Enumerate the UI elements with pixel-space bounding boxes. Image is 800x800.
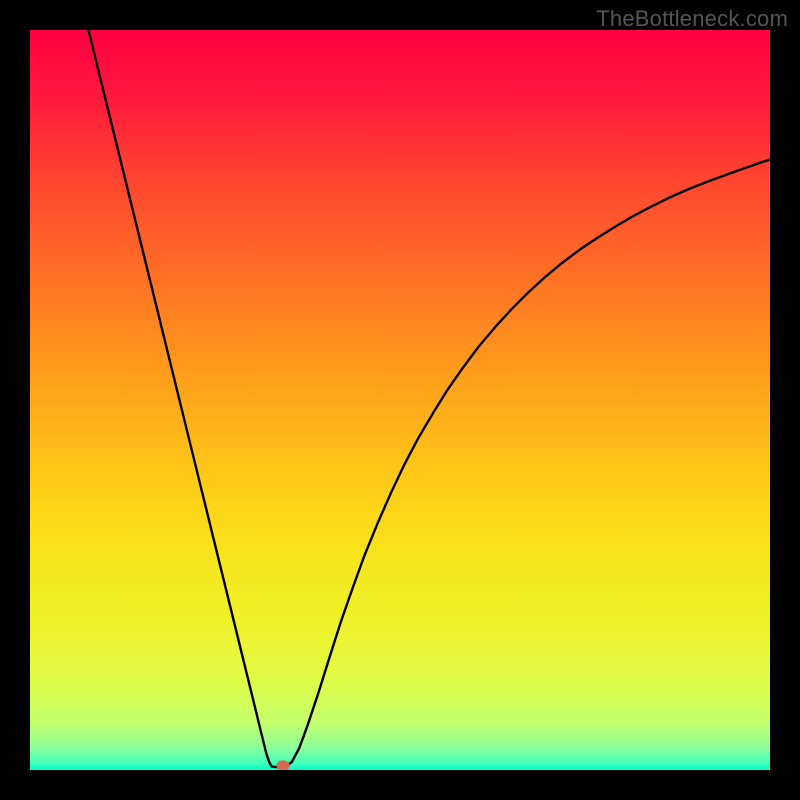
watermark-text: TheBottleneck.com	[596, 6, 788, 32]
chart-frame: TheBottleneck.com	[0, 0, 800, 800]
plot-area	[30, 30, 770, 770]
gradient-background	[30, 30, 770, 770]
gradient-curve-chart	[30, 30, 770, 770]
